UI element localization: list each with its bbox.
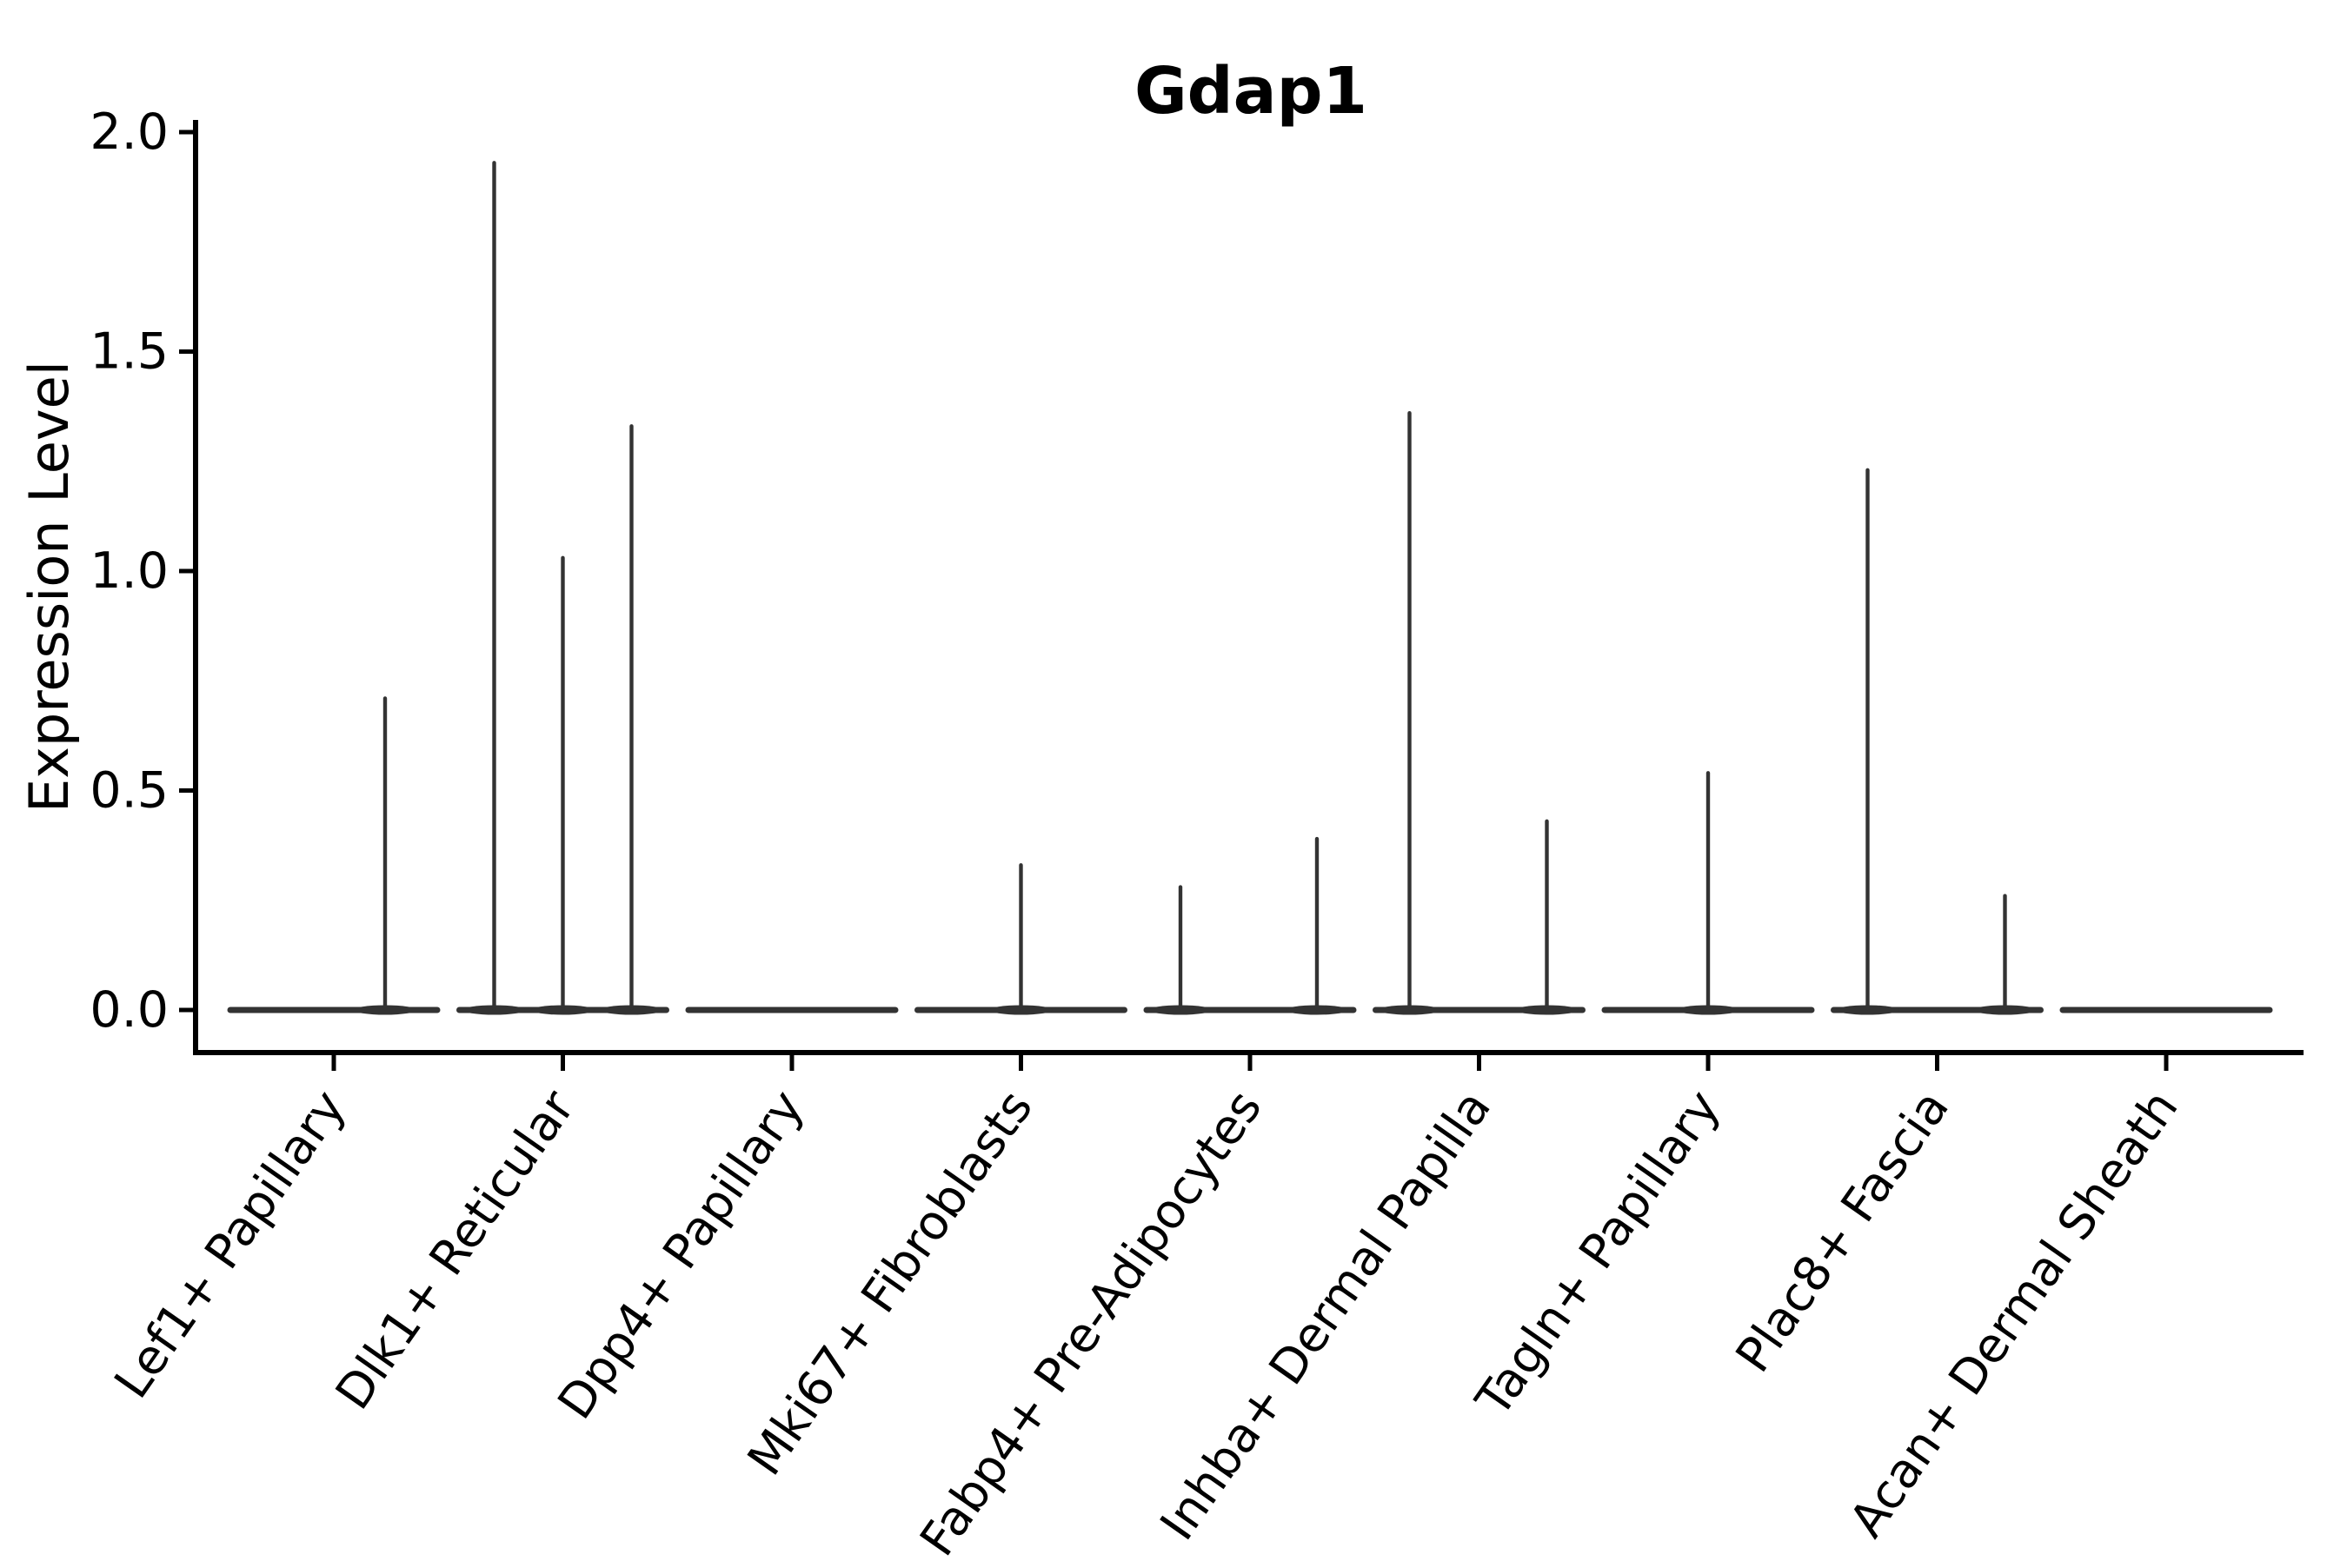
chart-title: Gdap1 (1134, 54, 1367, 129)
violin-2 (456, 161, 669, 1015)
violin-4 (914, 863, 1127, 1015)
y-axis-label: Expression Level (17, 361, 81, 813)
x-tick-label-7: Tagln+ Papillary (1465, 1080, 1731, 1427)
violin-layer (227, 161, 2273, 1015)
y-tick-label: 1.0 (90, 542, 169, 600)
violin-6 (1373, 411, 1586, 1015)
violin-7 (1601, 771, 1815, 1015)
y-tick-label: 2.0 (90, 103, 169, 161)
x-tick-label-8: Plac8+ Fascia (1725, 1080, 1959, 1382)
x-tick-label-3: Dpp4+ Papillary (547, 1080, 814, 1429)
y-tick-label: 0.5 (90, 762, 169, 820)
violin-1 (227, 696, 441, 1015)
y-tick-label: 1.5 (90, 323, 169, 381)
violin-8 (1831, 468, 2044, 1015)
violin-5 (1143, 836, 1357, 1015)
y-tick-label: 0.0 (90, 981, 169, 1039)
x-tick-label-2: Dlk1+ Reticular (324, 1080, 585, 1419)
x-tick-label-1: Lef1+ Papillary (103, 1080, 356, 1408)
